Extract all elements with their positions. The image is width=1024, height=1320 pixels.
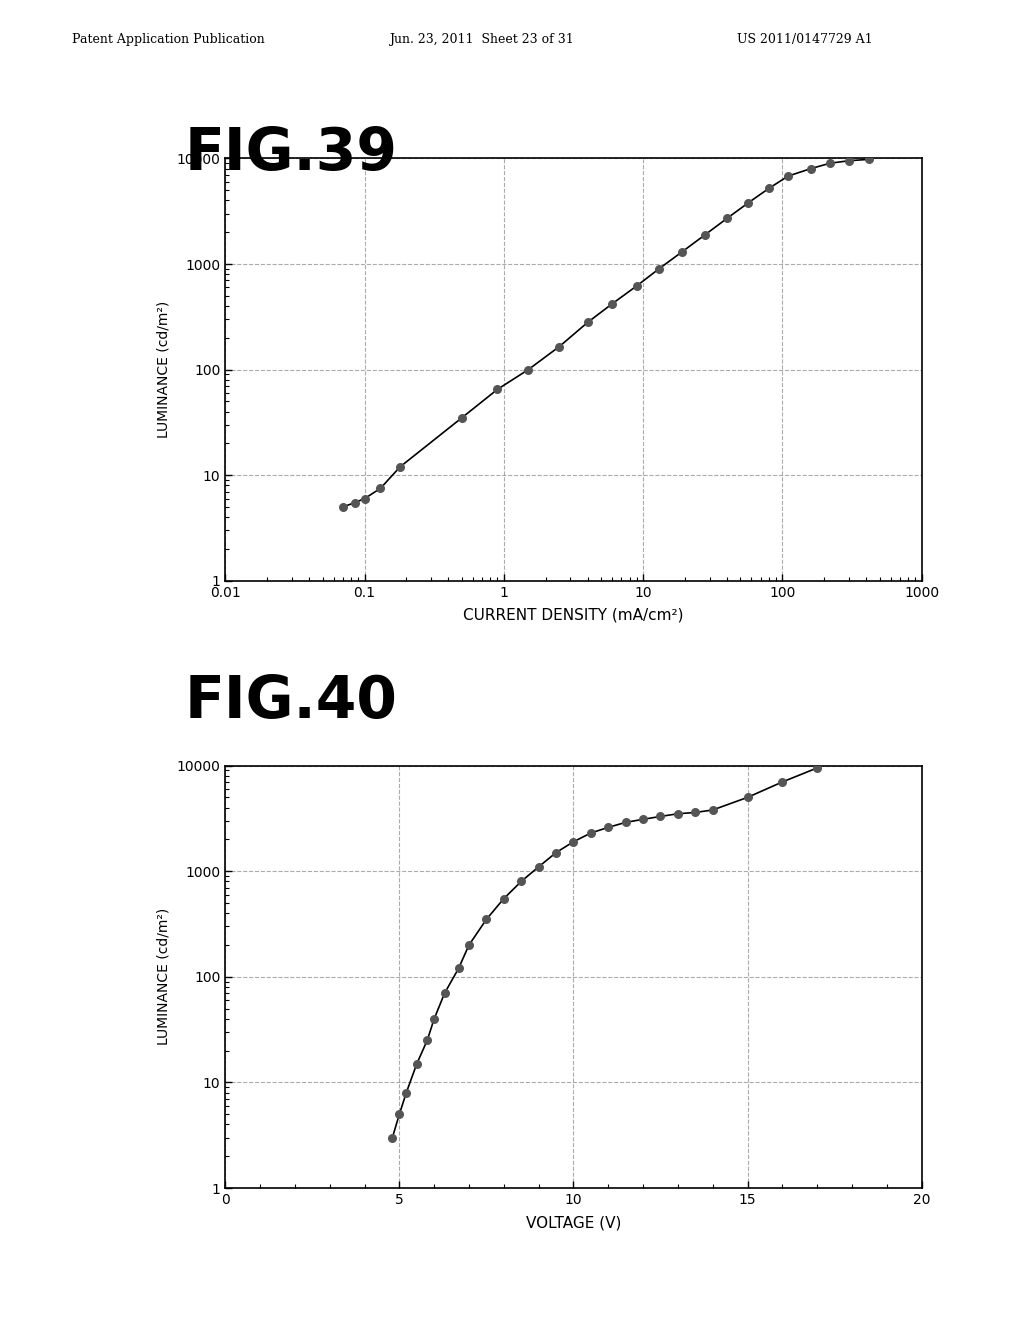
Point	[822, 153, 839, 174]
Point	[652, 807, 669, 828]
Point	[346, 492, 362, 513]
Point	[629, 276, 645, 297]
Point	[780, 165, 797, 186]
X-axis label: VOLTAGE (V): VOLTAGE (V)	[525, 1216, 622, 1230]
Point	[551, 337, 567, 358]
Point	[674, 242, 690, 263]
Point	[454, 407, 470, 428]
Point	[392, 457, 409, 478]
Point	[478, 908, 495, 929]
Point	[604, 293, 621, 314]
Point	[530, 857, 547, 878]
Point	[513, 871, 529, 892]
Y-axis label: LUMINANCE (cd/m²): LUMINANCE (cd/m²)	[157, 301, 171, 438]
Point	[635, 809, 651, 830]
Y-axis label: LUMINANCE (cd/m²): LUMINANCE (cd/m²)	[157, 908, 171, 1045]
Point	[739, 787, 756, 808]
Point	[650, 259, 667, 280]
Point	[841, 150, 857, 172]
Point	[426, 1008, 442, 1030]
Point	[372, 478, 388, 499]
Text: US 2011/0147729 A1: US 2011/0147729 A1	[737, 33, 872, 46]
Point	[705, 800, 721, 821]
Point	[548, 842, 564, 863]
X-axis label: CURRENT DENSITY (mA/cm²): CURRENT DENSITY (mA/cm²)	[463, 609, 684, 623]
Text: FIG.39: FIG.39	[184, 125, 397, 182]
Point	[740, 193, 757, 214]
Text: Patent Application Publication: Patent Application Publication	[72, 33, 264, 46]
Point	[580, 312, 596, 333]
Point	[384, 1127, 400, 1148]
Point	[436, 982, 453, 1003]
Point	[809, 758, 825, 779]
Point	[774, 771, 791, 792]
Point	[419, 1030, 435, 1051]
Point	[565, 832, 582, 853]
Point	[496, 888, 512, 909]
Point	[803, 158, 819, 180]
Point	[489, 379, 506, 400]
Point	[697, 224, 714, 246]
Point	[583, 822, 599, 843]
Point	[391, 1104, 408, 1125]
Point	[335, 496, 351, 517]
Text: FIG.40: FIG.40	[184, 673, 397, 730]
Point	[600, 817, 616, 838]
Point	[687, 801, 703, 822]
Point	[520, 359, 537, 380]
Point	[409, 1053, 425, 1074]
Point	[617, 812, 634, 833]
Point	[670, 803, 686, 824]
Point	[398, 1082, 415, 1104]
Point	[861, 149, 878, 170]
Point	[451, 958, 467, 979]
Point	[461, 935, 477, 956]
Point	[356, 488, 373, 510]
Point	[761, 178, 777, 199]
Point	[719, 207, 735, 228]
Text: Jun. 23, 2011  Sheet 23 of 31: Jun. 23, 2011 Sheet 23 of 31	[389, 33, 573, 46]
